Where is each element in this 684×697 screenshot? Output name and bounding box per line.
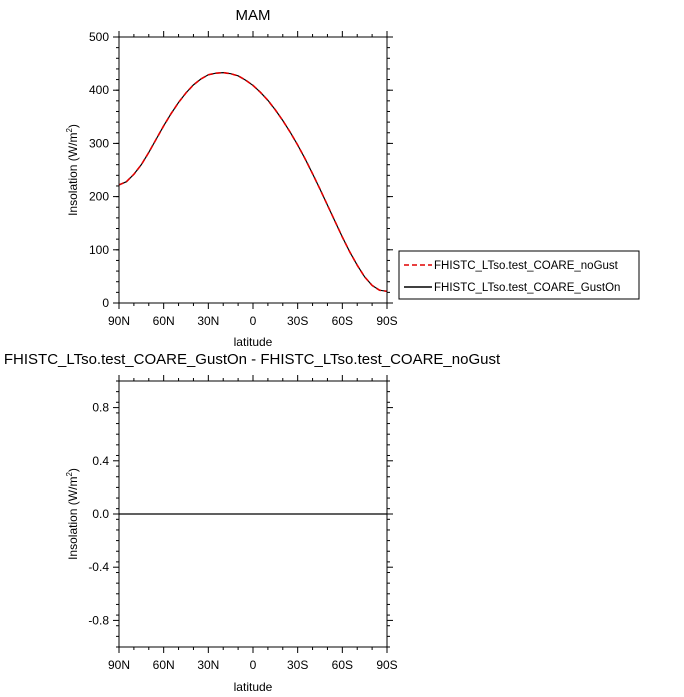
bottom-y-tick-label: 0.8 [92, 401, 109, 415]
top-x-tick-label: 30S [287, 314, 308, 328]
bottom-x-tick-label: 90S [376, 658, 397, 672]
top-x-tick-label: 0 [250, 314, 257, 328]
bottom-x-tick-label: 30N [197, 658, 219, 672]
top-y-tick-label: 200 [89, 190, 109, 204]
legend-label-nogust: FHISTC_LTso.test_COARE_noGust [434, 260, 619, 272]
top-panel: MAM 90N 60N 30N 0 30S 60S 90S0100200300400500 … [65, 7, 398, 349]
bottom-y-axis-label: Insolation (W/m2) [65, 468, 80, 560]
top-x-tick-label: 60S [332, 314, 353, 328]
legend-label-guston: FHISTC_LTso.test_COARE_GustOn [434, 282, 620, 294]
top-plot-lines [118, 71, 388, 293]
bottom-x-tick-label: 60S [332, 658, 353, 672]
bottom-y-tick-label: 0.4 [92, 454, 109, 468]
bottom-panel: FHISTC_LTso.test_COARE_GustOn - FHISTC_L… [4, 351, 501, 694]
bottom-x-axis-label: latitude [234, 680, 273, 694]
legend: FHISTC_LTso.test_COARE_noGust FHISTC_LTs… [398, 250, 640, 300]
top-axis-ticks: 90N 60N 30N 0 30S 60S 90S 0 100 200 300 400 500 [89, 30, 398, 328]
top-chart-title: MAM [236, 7, 271, 24]
bottom-axis-ticks: 90N 60N 30N 0 30S 60S 90S -0.8 -0.4 0.0 0.4 0.8 [88, 375, 398, 672]
bottom-y-tick-label: 0.0 [92, 507, 109, 521]
top-y-tick-label: 100 [89, 243, 109, 257]
top-plot-frame [118, 36, 388, 304]
top-y-tick-label: 400 [89, 83, 109, 97]
bottom-x-tick-label: 30S [287, 658, 308, 672]
bottom-chart-title: FHISTC_LTso.test_COARE_GustOn - FHISTC_L… [4, 351, 501, 368]
bottom-x-tick-label: 90N [108, 658, 130, 672]
bottom-x-tick-label: 60N [153, 658, 175, 672]
bottom-plot-frame [118, 380, 388, 648]
top-x-tick-label: 30N [197, 314, 219, 328]
top-y-tick-label: 500 [89, 30, 109, 44]
top-y-tick-label: 300 [89, 136, 109, 150]
bottom-y-tick-label: -0.4 [88, 560, 109, 574]
bottom-x-tick-label: 0 [250, 658, 257, 672]
top-x-tick-label: 90S [376, 314, 397, 328]
top-x-axis-label: latitude [234, 335, 273, 349]
top-x-tick-label: 60N [153, 314, 175, 328]
legend-box [398, 250, 640, 300]
top-x-tick-label: 90N [108, 314, 130, 328]
top-y-axis-label: Insolation (W/m2) [65, 124, 80, 216]
bottom-y-tick-label: -0.8 [88, 613, 109, 627]
top-y-tick-label: 0 [102, 296, 109, 310]
top-series-line-guston [118, 72, 388, 292]
top-series-line-nogust [118, 71, 388, 293]
